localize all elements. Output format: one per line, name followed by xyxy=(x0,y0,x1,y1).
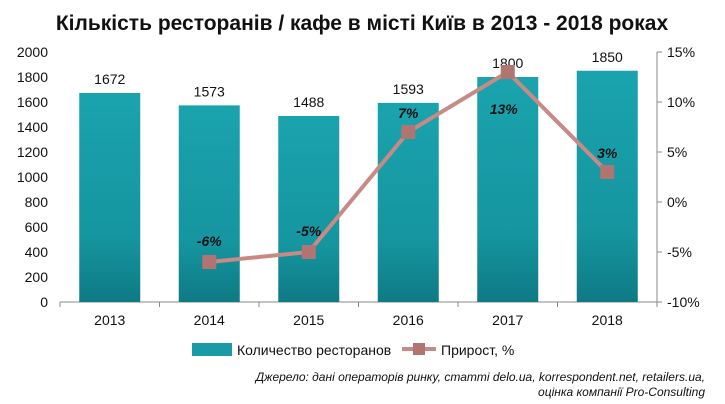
bar xyxy=(477,77,539,302)
x-tick-label: 2015 xyxy=(293,312,324,328)
bar xyxy=(178,105,240,302)
y-left-tick-label: 200 xyxy=(25,269,49,285)
source-note-line2: оцінка компанії Pro-Consulting xyxy=(538,385,705,399)
y-left-tick-label: 0 xyxy=(40,294,48,310)
axes: 0 200 400 600 800 1000 1200 1400 1600 1800 2000 -10… xyxy=(17,44,700,328)
y-left-tick-label: 1000 xyxy=(17,169,48,185)
legend-label-bar: Количество ресторанов xyxy=(237,342,391,358)
bar-data-label: 1850 xyxy=(592,49,623,65)
bar xyxy=(79,93,141,302)
bar xyxy=(278,116,340,302)
y-left-tick-label: 400 xyxy=(25,244,49,260)
legend-swatch-bar xyxy=(192,343,232,356)
y-right-tick-label: -5% xyxy=(667,244,692,260)
y-left-tick-label: 1400 xyxy=(17,119,48,135)
chart-title: Кількість ресторанів / кафе в місті Київ… xyxy=(56,12,669,35)
x-tick-label: 2014 xyxy=(194,312,225,328)
y-right-tick-label: -10% xyxy=(667,294,700,310)
growth-marker xyxy=(202,255,217,269)
bar-data-label: 1573 xyxy=(194,83,225,99)
growth-marker xyxy=(401,125,416,139)
bar-series: 1672 1573 1488 1593 1800 1850 xyxy=(79,49,638,302)
legend-label-line: Прирост, % xyxy=(441,342,514,358)
y-right-tick-label: 0% xyxy=(667,194,687,210)
growth-data-label: -5% xyxy=(296,223,321,239)
x-tick-label: 2016 xyxy=(393,312,424,328)
growth-data-label: 13% xyxy=(490,101,519,117)
x-tick-label: 2018 xyxy=(592,312,623,328)
line-series: -6% -5% 7% 13% 3% xyxy=(197,65,618,269)
bar-data-label: 1488 xyxy=(293,94,324,110)
legend-swatch-marker xyxy=(413,343,425,355)
growth-marker xyxy=(301,245,316,259)
y-left-tick-label: 800 xyxy=(25,194,49,210)
bar-data-label: 1800 xyxy=(492,55,523,71)
growth-marker xyxy=(500,65,515,79)
growth-data-label: 3% xyxy=(597,145,618,161)
y-left-tick-label: 1800 xyxy=(17,69,48,85)
bar-data-label: 1593 xyxy=(393,81,424,97)
growth-data-label: 7% xyxy=(398,105,419,121)
y-right-tick-label: 5% xyxy=(667,144,687,160)
x-tick-label: 2013 xyxy=(94,312,125,328)
y-right-tick-label: 10% xyxy=(667,94,695,110)
y-left-tick-label: 1200 xyxy=(17,144,48,160)
y-right-tick-label: 15% xyxy=(667,44,695,60)
legend: Количество ресторанов Прирост, % xyxy=(192,342,514,358)
y-left-tick-label: 2000 xyxy=(17,44,48,60)
x-tick-label: 2017 xyxy=(492,312,523,328)
growth-marker xyxy=(600,165,615,179)
y-left-tick-label: 1600 xyxy=(17,94,48,110)
y-left-tick-label: 600 xyxy=(25,219,49,235)
growth-data-label: -6% xyxy=(197,233,222,249)
bar-data-label: 1672 xyxy=(94,71,125,87)
source-note-line1: Джерело: дані операторів ринку, статті d… xyxy=(254,370,705,384)
bar xyxy=(576,70,638,302)
